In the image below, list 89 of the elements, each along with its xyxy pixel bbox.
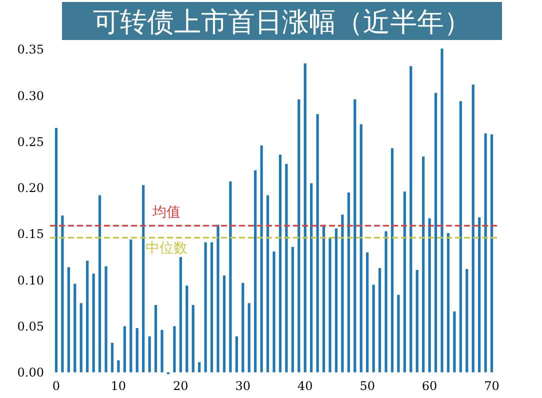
bar (136, 328, 138, 372)
bar (390, 148, 394, 372)
bar (403, 192, 406, 372)
bar (446, 233, 450, 372)
bar (285, 164, 288, 372)
bar (229, 181, 232, 372)
bar (422, 156, 425, 372)
bar (54, 128, 58, 372)
bar (173, 326, 176, 372)
bar (160, 330, 164, 372)
y-tick-label: 0.20 (17, 181, 44, 196)
x-tick-label: 0 (52, 379, 60, 393)
x-tick-label: 50 (360, 379, 375, 393)
bar (117, 360, 120, 372)
bar (104, 266, 108, 372)
bar (242, 282, 244, 372)
bar (61, 216, 64, 372)
bar (434, 92, 438, 372)
bar (466, 269, 468, 372)
bar (490, 134, 494, 372)
bar (310, 183, 313, 372)
chart-title: 可转债上市首日涨幅（近半年） (93, 7, 471, 38)
bar (86, 260, 89, 372)
bar (142, 185, 145, 372)
y-tick-label: 0.10 (17, 273, 44, 288)
bar (484, 133, 487, 372)
ref-line-label: 均值 (151, 204, 180, 221)
bar (123, 326, 126, 372)
bar (179, 257, 182, 372)
bar (235, 336, 238, 372)
bar (428, 218, 431, 372)
bar (360, 124, 362, 372)
y-tick-label: 0.25 (17, 134, 44, 149)
bar (98, 195, 102, 372)
bar (210, 242, 214, 372)
x-tick-label: 70 (484, 379, 500, 393)
bar (248, 303, 250, 372)
bar (186, 286, 188, 372)
bar (92, 274, 95, 372)
bar (260, 145, 263, 372)
bar (378, 268, 382, 372)
bar (154, 304, 158, 372)
bar (272, 252, 276, 372)
bar (254, 170, 257, 372)
bar (410, 66, 412, 372)
bar (222, 275, 226, 372)
bar (366, 252, 369, 372)
bar (341, 214, 344, 372)
y-tick-label: 0.35 (17, 42, 44, 57)
x-tick-label: 30 (235, 379, 251, 393)
y-tick-label: 0.30 (17, 88, 44, 103)
bar (110, 342, 114, 372)
bar (328, 238, 332, 372)
bar (440, 48, 444, 372)
bar (472, 84, 474, 372)
y-tick-label: 0.00 (17, 366, 44, 380)
bar (148, 336, 151, 372)
y-tick-label: 0.05 (17, 319, 44, 334)
x-tick-label: 10 (110, 379, 126, 393)
bar (266, 195, 270, 372)
bar (130, 240, 132, 372)
bar (198, 362, 201, 372)
bar (384, 231, 388, 372)
x-tick-label: 20 (173, 379, 188, 393)
x-tick-label: 40 (297, 379, 313, 393)
bar (204, 242, 207, 372)
bar (453, 311, 456, 372)
bar (304, 63, 306, 372)
ref-line-label: 中位数 (145, 240, 188, 257)
bar (298, 99, 300, 372)
y-tick-label: 0.15 (17, 227, 44, 242)
bar (80, 303, 82, 372)
bar (316, 114, 319, 372)
bar (372, 284, 375, 372)
bar (347, 192, 350, 372)
bar (459, 101, 462, 372)
bar (478, 217, 481, 372)
bar (291, 246, 294, 372)
bar (278, 154, 282, 372)
bar (354, 99, 356, 372)
bar (74, 284, 76, 372)
bar (397, 294, 400, 372)
bar (67, 267, 70, 372)
x-tick-label: 60 (422, 379, 438, 393)
bar (216, 224, 220, 372)
bar (416, 270, 418, 372)
bar (322, 224, 326, 372)
bar (334, 228, 338, 372)
bar (192, 304, 194, 372)
